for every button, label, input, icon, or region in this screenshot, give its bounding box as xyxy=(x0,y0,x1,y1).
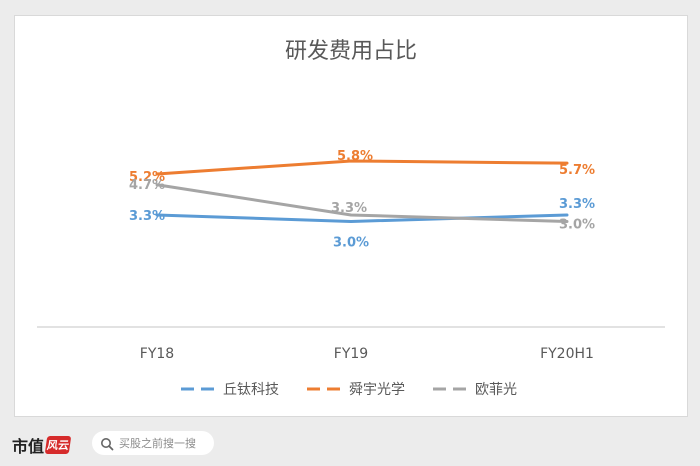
data-label: 5.2% xyxy=(129,170,165,185)
chart-title: 研发费用占比 xyxy=(285,39,417,64)
data-label: 4.7% xyxy=(129,178,165,193)
data-label: 5.7% xyxy=(559,163,595,178)
search-icon xyxy=(100,436,114,451)
brand-name: 市值 xyxy=(12,437,45,456)
x-tick-label: FY20H1 xyxy=(540,346,594,362)
brand-seal: 风云 xyxy=(44,436,72,454)
chart-card: 研发费用占比 FY18 FY19 FY20H1 3.3% 3.0% 3.3% 5.2% 5.8%… xyxy=(14,15,688,417)
data-label: 3.3% xyxy=(129,209,165,224)
legend-label: 舜宇光学 xyxy=(349,382,405,398)
footer: 市值 风云 买股之前搜一搜 xyxy=(0,420,700,466)
search-placeholder: 买股之前搜一搜 xyxy=(119,437,196,450)
x-tick-label: FY19 xyxy=(334,346,368,362)
legend-label: 欧菲光 xyxy=(475,382,517,398)
data-label: 3.0% xyxy=(559,217,595,232)
data-label: 3.3% xyxy=(331,201,367,216)
data-label: 5.8% xyxy=(337,149,373,164)
legend-label: 丘钛科技 xyxy=(223,382,279,398)
line-chart: 研发费用占比 FY18 FY19 FY20H1 3.3% 3.0% 3.3% 5.2% 5.8%… xyxy=(37,39,665,398)
data-label: 3.0% xyxy=(333,235,369,250)
data-label: 3.3% xyxy=(559,197,595,212)
brand-logo[interactable]: 市值 风云 xyxy=(12,433,72,457)
x-tick-label: FY18 xyxy=(140,346,174,362)
search-box[interactable]: 买股之前搜一搜 xyxy=(92,431,214,455)
